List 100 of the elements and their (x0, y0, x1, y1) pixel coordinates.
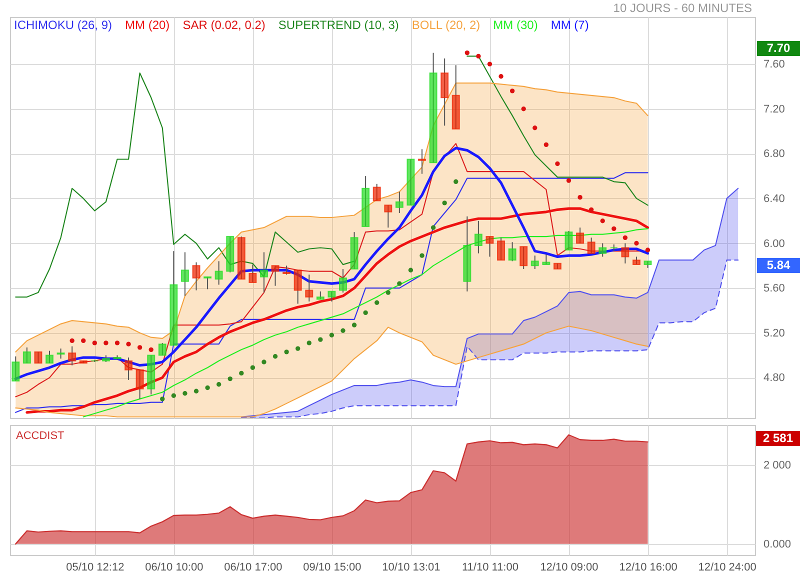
point (363, 310, 368, 316)
point (510, 88, 515, 94)
candlestick (180, 252, 189, 296)
point (442, 200, 447, 206)
candlestick (68, 346, 76, 366)
y-tick-label: 7.20 (764, 103, 785, 116)
candlestick (474, 220, 482, 254)
candlestick (158, 342, 166, 356)
point (318, 337, 323, 342)
text: 2 581 (756, 431, 800, 446)
text: MM (20) (125, 18, 170, 32)
point (645, 248, 650, 252)
line-series (26, 207, 650, 414)
point (114, 340, 120, 346)
x-tick-label: 12/10 09:00 (540, 562, 598, 574)
point (430, 225, 436, 230)
x-tick-label: 06/10 10:00 (145, 562, 204, 574)
point (634, 240, 639, 246)
point (566, 178, 572, 183)
point (532, 126, 538, 130)
candlestick (621, 242, 630, 264)
candlestick (384, 204, 392, 228)
x-tick-label: 12/10 24:00 (698, 562, 756, 574)
point (555, 161, 560, 166)
point (160, 396, 165, 402)
point (420, 253, 424, 258)
x-tick-label: 10/10 13:01 (382, 562, 440, 574)
point (228, 376, 232, 382)
point (81, 338, 86, 344)
candlestick (395, 191, 404, 214)
point (70, 338, 74, 344)
point (194, 388, 199, 394)
point (374, 300, 380, 305)
point (612, 226, 616, 232)
y-tick-label: 5.20 (764, 327, 785, 340)
candlestick (192, 262, 200, 291)
point (262, 360, 266, 364)
y-tick-label: 6.40 (764, 192, 785, 205)
point (295, 346, 300, 351)
candlestick (294, 270, 302, 304)
candlestick (56, 348, 65, 360)
point (182, 391, 188, 396)
point (340, 328, 346, 333)
candlestick (564, 230, 573, 250)
point (137, 345, 142, 350)
y-tick-label: 0.000 (764, 538, 792, 550)
y-tick-label: 4.80 (764, 372, 785, 384)
candlestick (34, 351, 42, 364)
candlestick (12, 356, 20, 382)
candlestick (418, 148, 426, 174)
point (329, 332, 334, 338)
point (487, 62, 492, 66)
candlestick (520, 246, 528, 270)
candlestick (22, 346, 31, 364)
candlestick (305, 274, 314, 302)
point (284, 350, 289, 354)
x-tick-label: 05/10 12:12 (66, 562, 124, 574)
x-tick-label: 09/10 15:00 (303, 562, 362, 574)
point (622, 235, 628, 240)
line-series (15, 82, 648, 352)
y-tick-label: 7.60 (764, 58, 785, 71)
candlestick (260, 252, 268, 294)
point (306, 340, 312, 346)
line-series (82, 228, 648, 418)
point (126, 342, 131, 346)
candlestick (542, 254, 550, 266)
point (600, 218, 605, 224)
candlestick (598, 242, 607, 258)
candlestick (587, 237, 596, 254)
point (171, 393, 176, 398)
x-tick-label: 12/10 16:00 (619, 562, 678, 574)
point (521, 106, 526, 112)
point (148, 347, 154, 352)
point (408, 268, 414, 272)
candlestick (204, 276, 212, 290)
y-tick-label: 2 000 (764, 459, 792, 472)
candlestick (497, 237, 506, 261)
candlestick (576, 227, 584, 244)
y-tick-label: 6.00 (764, 238, 785, 250)
candlestick (508, 242, 516, 262)
text: ICHIMOKU (26, 9) (14, 18, 112, 32)
candlestick (338, 268, 347, 294)
y-tick-label: 6.80 (764, 148, 785, 160)
point (272, 354, 278, 359)
point (588, 207, 594, 212)
point (454, 179, 458, 184)
y-tick-label: 5.60 (764, 282, 785, 295)
candlestick (248, 264, 257, 283)
point (498, 74, 504, 79)
point (205, 385, 210, 390)
point (578, 195, 582, 200)
point (476, 54, 481, 59)
candlestick (372, 183, 381, 202)
text: ACCDIST (16, 430, 65, 442)
point (464, 50, 470, 56)
candlestick (214, 260, 223, 286)
candlestick (486, 236, 494, 258)
text: MM (30) (493, 18, 538, 32)
chart-subtitle: 10 JOURS - 60 MINUTES (613, 1, 752, 15)
candlestick (271, 265, 280, 286)
